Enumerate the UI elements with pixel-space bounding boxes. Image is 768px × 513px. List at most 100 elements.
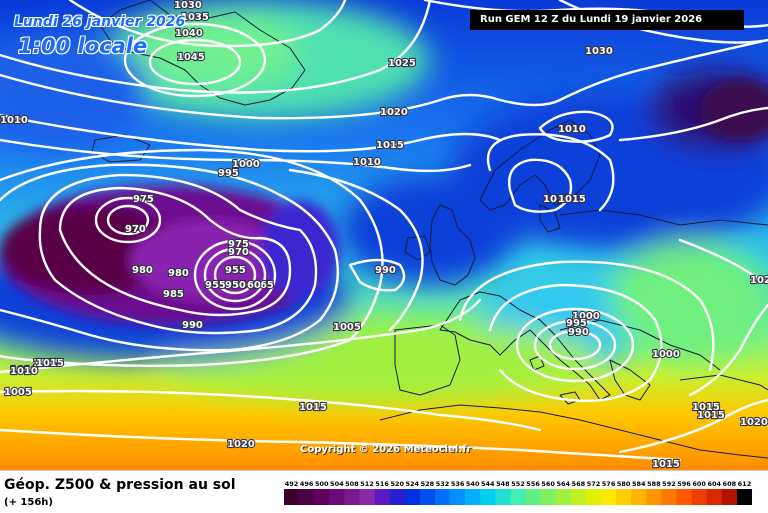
- legend-tick-label: 580: [617, 480, 631, 488]
- legend-swatch: [299, 489, 315, 505]
- forecast-time: 1:00 locale: [18, 34, 148, 58]
- model-run-label: Run GEM 12 Z du Lundi 19 janvier 2026: [470, 10, 744, 30]
- legend-tick-label: 524: [406, 480, 420, 488]
- legend-tick-label: 520: [390, 480, 404, 488]
- legend-swatch: [631, 489, 647, 505]
- legend-tick-label: 568: [572, 480, 586, 488]
- legend-swatch: [344, 489, 360, 505]
- legend-swatch: [495, 489, 511, 505]
- legend-tick-label: 592: [662, 480, 676, 488]
- legend-swatch: [404, 489, 421, 505]
- isobar-label: 1040: [175, 28, 203, 39]
- legend-swatch: [706, 489, 723, 505]
- isobar-label: 1045: [177, 52, 205, 63]
- forecast-date: Lundi 26 janvier 2026: [14, 14, 186, 30]
- legend-tick-label: 604: [707, 480, 721, 488]
- isobar-label: 1000: [572, 311, 600, 322]
- legend-tick-label: 548: [496, 480, 510, 488]
- isobar-label: 1015: [652, 459, 680, 470]
- legend-tick-label: 596: [677, 480, 691, 488]
- isobar-label: 1030: [174, 0, 202, 11]
- isobar-label: 1005: [333, 322, 361, 333]
- coastlines: [91, 0, 768, 459]
- isobars: [0, 0, 768, 460]
- legend-swatch: [646, 489, 662, 505]
- isobar-label: 1015: [376, 140, 404, 151]
- weather-map: 1030 1035 1040 1045 1025 1030 1020 1010 …: [0, 0, 768, 470]
- legend-swatch: [736, 489, 752, 505]
- legend-swatch: [314, 489, 330, 505]
- legend-tick-label: 500: [315, 480, 329, 488]
- isobar-label: 965: [253, 280, 274, 291]
- legend-tick-label: 576: [602, 480, 616, 488]
- isobar-label: 960: [240, 280, 261, 291]
- isobar-label: 970: [228, 247, 249, 258]
- legend-tick-label: 496: [300, 480, 314, 488]
- isobar-label: 995: [218, 168, 239, 179]
- legend-swatch: [465, 489, 481, 505]
- footer-bar: Géop. Z500 & pression au sol (+ 156h): [0, 470, 768, 513]
- legend-tick-label: 532: [436, 480, 450, 488]
- isobar-label: 1010: [558, 124, 586, 135]
- legend-swatch: [510, 489, 526, 505]
- legend-swatch: [450, 489, 466, 505]
- isobar-label: 975: [228, 239, 249, 250]
- isobar-label: 970: [125, 224, 146, 235]
- legend-swatch: [284, 489, 300, 505]
- legend-tick-label: 600: [692, 480, 706, 488]
- isobar-label: 1020: [380, 107, 408, 118]
- isobar-label: 955: [205, 280, 226, 291]
- isobar-label: 980: [168, 268, 189, 279]
- legend-tick-label: 584: [632, 480, 646, 488]
- isobar-label: 1005: [4, 387, 32, 398]
- isobar-label: 995: [566, 318, 587, 329]
- legend-tick-label: 536: [451, 480, 465, 488]
- legend-tick-label: 540: [466, 480, 480, 488]
- legend-swatch: [540, 489, 557, 505]
- legend-swatch: [329, 489, 345, 505]
- isobar-label: 990: [182, 320, 203, 331]
- isobar-label: 102: [750, 275, 768, 286]
- legend-swatch: [661, 489, 677, 505]
- legend-tick-label: 552: [511, 480, 525, 488]
- isobar-label: 980: [132, 265, 153, 276]
- product-title: Géop. Z500 & pression au sol: [4, 477, 236, 493]
- legend-tick-label: 504: [330, 480, 344, 488]
- isobar-label: 1000: [232, 159, 260, 170]
- legend-tick-label: 572: [587, 480, 601, 488]
- isobar-label: 1025: [388, 58, 416, 69]
- isobar-label: 1010: [10, 365, 38, 376]
- legend-tick-label: 528: [421, 480, 435, 488]
- legend-swatch: [374, 489, 390, 505]
- legend-swatch: [570, 489, 587, 505]
- isobar-label: 1010: [0, 115, 28, 126]
- isobar-label: 1035: [181, 12, 209, 23]
- isobar-label: 1015: [299, 402, 327, 413]
- legend-swatch: [585, 489, 602, 505]
- isobar-label: 1015: [692, 402, 720, 413]
- isobar-label: 1020: [740, 417, 768, 428]
- isobar-label: 1015: [36, 358, 64, 369]
- legend-swatch: [601, 489, 617, 505]
- isobar-label: 950: [225, 280, 246, 291]
- legend-swatch: [525, 489, 541, 505]
- legend-tick-label: 612: [738, 480, 752, 488]
- legend-tick-label: 608: [723, 480, 737, 488]
- legend-swatch: [419, 489, 436, 505]
- legend-swatch: [359, 489, 375, 505]
- isobar-label: 955: [225, 265, 246, 276]
- isobar-label: 1015: [697, 410, 725, 421]
- legend-tick-label: 512: [360, 480, 374, 488]
- legend-swatch: [676, 489, 692, 505]
- legend-tick-label: 564: [557, 480, 571, 488]
- forecast-offset: (+ 156h): [4, 497, 53, 508]
- isobar-label: 1015: [558, 194, 586, 205]
- isobar-label: 975: [133, 194, 154, 205]
- color-scale-legend: 492 496 500 504 508 512 516 520 524 528 532 536 540 5…: [284, 480, 752, 505]
- isobar-label: 1000: [652, 349, 680, 360]
- legend-swatch: [555, 489, 572, 505]
- legend-tick-label: 492: [285, 480, 299, 488]
- legend-swatches: [284, 489, 752, 505]
- legend-swatch: [434, 489, 451, 505]
